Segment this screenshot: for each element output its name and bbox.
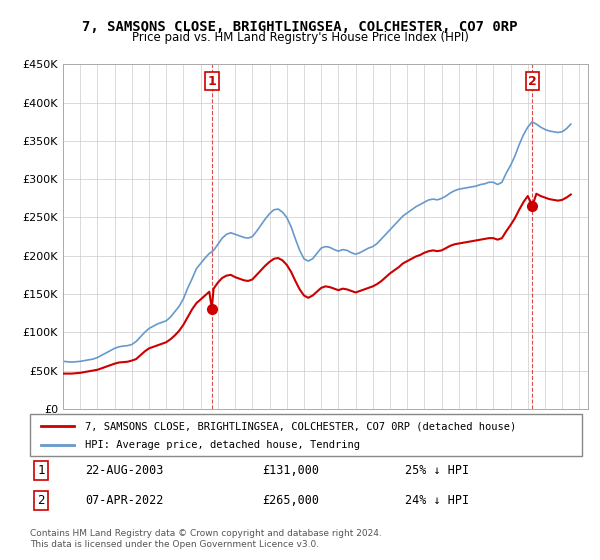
Text: HPI: Average price, detached house, Tendring: HPI: Average price, detached house, Tend… [85,440,360,450]
Text: 22-AUG-2003: 22-AUG-2003 [85,464,164,477]
Text: 07-APR-2022: 07-APR-2022 [85,494,164,507]
Text: 24% ↓ HPI: 24% ↓ HPI [406,494,469,507]
Text: 25% ↓ HPI: 25% ↓ HPI [406,464,469,477]
Text: £131,000: £131,000 [262,464,319,477]
Text: 1: 1 [37,464,45,477]
Text: Contains HM Land Registry data © Crown copyright and database right 2024.
This d: Contains HM Land Registry data © Crown c… [30,529,382,549]
Text: 2: 2 [37,494,45,507]
Text: 2: 2 [528,74,537,88]
FancyBboxPatch shape [30,414,582,456]
Text: 7, SAMSONS CLOSE, BRIGHTLINGSEA, COLCHESTER, CO7 0RP (detached house): 7, SAMSONS CLOSE, BRIGHTLINGSEA, COLCHES… [85,421,517,431]
Text: £265,000: £265,000 [262,494,319,507]
Text: Price paid vs. HM Land Registry's House Price Index (HPI): Price paid vs. HM Land Registry's House … [131,31,469,44]
Text: 1: 1 [208,74,216,88]
Text: 7, SAMSONS CLOSE, BRIGHTLINGSEA, COLCHESTER, CO7 0RP: 7, SAMSONS CLOSE, BRIGHTLINGSEA, COLCHES… [82,20,518,34]
